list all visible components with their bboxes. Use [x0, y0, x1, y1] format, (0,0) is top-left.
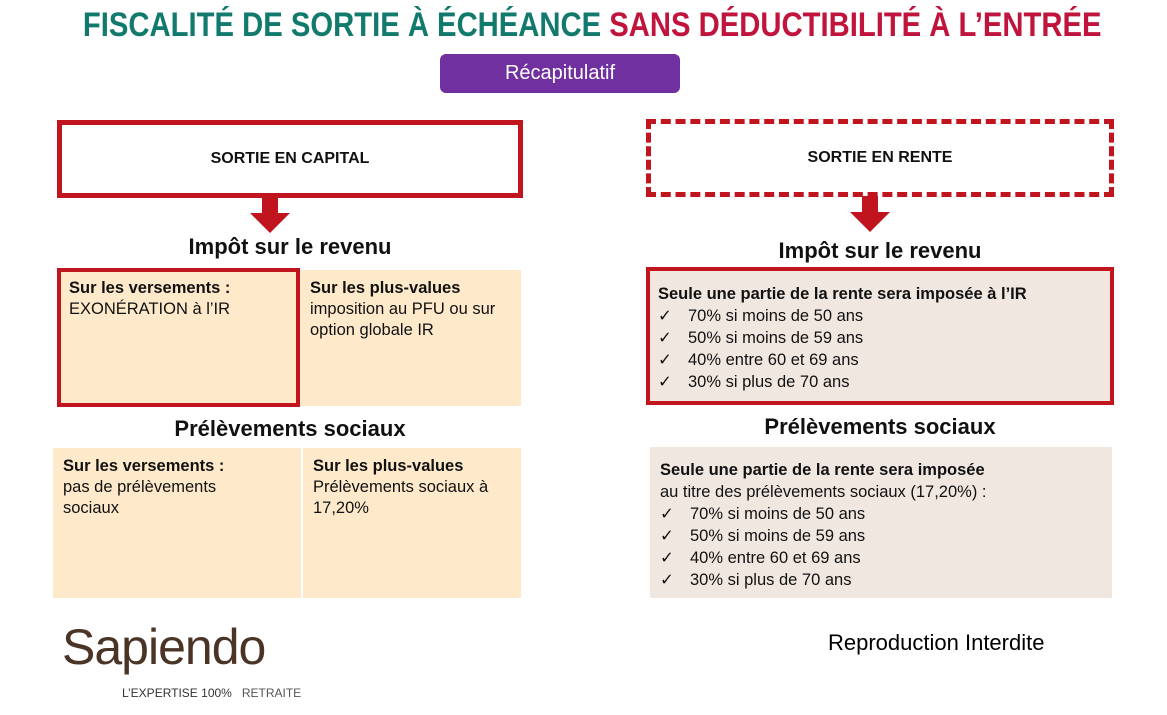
slide-title: FISCALITÉ DE SORTIE À ÉCHÉANCE SANS DÉDU… [0, 6, 1167, 45]
list-item: ✓ 70% si moins de 50 ans [658, 305, 1102, 327]
logo-wordmark: Sapiendo [62, 619, 266, 675]
sapiendo-logo: Sapiendo L’EXPERTISE 100% RETRAITE [60, 618, 301, 708]
item-text: 70% si moins de 50 ans [690, 505, 866, 523]
list-item: ✓ 50% si moins de 59 ans [660, 525, 1102, 547]
list-item: ✓ 70% si moins de 50 ans [660, 503, 1102, 525]
item-text: 40% entre 60 et 69 ans [690, 549, 861, 567]
cell-body: EXONÉRATION à l’IR [69, 300, 231, 318]
right-ps-box: Seule une partie de la rente sera imposé… [650, 447, 1112, 598]
item-text: 30% si plus de 70 ans [690, 571, 852, 589]
arrow-down-icon [250, 197, 290, 233]
left-ps-cell-plus-values: Sur les plus-values Prélèvements sociaux … [303, 448, 521, 598]
left-ps-cell-versements: Sur les versements : pas de prélèvements … [53, 448, 301, 598]
capital-header: SORTIE EN CAPITAL [210, 150, 370, 167]
cell-body: imposition au PFU ou sur option globale … [310, 300, 496, 339]
list-item: ✓ 50% si moins de 59 ans [658, 327, 1102, 349]
list-item: ✓ 30% si plus de 70 ans [658, 371, 1102, 393]
box-heading: Seule une partie de la rente sera imposé… [658, 285, 1027, 303]
list-item: ✓ 40% entre 60 et 69 ans [658, 349, 1102, 371]
logo-tagline: L’EXPERTISE 100% RETRAITE [122, 686, 301, 700]
cell-heading: Sur les versements : [63, 457, 225, 475]
cell-heading: Sur les versements : [69, 279, 231, 297]
left-ir-cell-versements: Sur les versements : EXONÉRATION à l’IR [57, 268, 300, 407]
item-text: 50% si moins de 59 ans [688, 329, 864, 347]
item-text: 40% entre 60 et 69 ans [688, 351, 859, 369]
tagline-1: L’EXPERTISE 100% [122, 686, 232, 700]
rente-header-box: SORTIE EN RENTE [646, 119, 1114, 197]
check-icon: ✓ [658, 329, 672, 347]
right-ir-box: Seule une partie de la rente sera imposé… [646, 267, 1114, 405]
list-item: ✓ 40% entre 60 et 69 ans [660, 547, 1102, 569]
recap-badge: Récapitulatif [440, 54, 680, 93]
right-ps-title: Prélèvements sociaux [764, 414, 996, 439]
cell-body: pas de prélèvements sociaux [63, 478, 217, 517]
arrow-down-icon [850, 196, 890, 232]
left-ps-title: Prélèvements sociaux [174, 416, 406, 441]
capital-header-box: SORTIE EN CAPITAL [57, 120, 523, 198]
check-icon: ✓ [658, 307, 672, 325]
box-subheading: au titre des prélèvements sociaux (17,20… [660, 483, 987, 501]
rente-header: SORTIE EN RENTE [807, 149, 953, 166]
item-text: 30% si plus de 70 ans [688, 373, 850, 391]
check-icon: ✓ [660, 571, 674, 589]
cell-heading: Sur les plus-values [313, 457, 464, 475]
check-icon: ✓ [660, 527, 674, 545]
cell-heading: Sur les plus-values [310, 279, 461, 297]
box-heading: Seule une partie de la rente sera imposé… [660, 461, 985, 479]
left-ir-cell-plus-values: Sur les plus-values imposition au PFU ou … [300, 270, 521, 406]
check-icon: ✓ [658, 351, 672, 369]
right-ir-title: Impôt sur le revenu [778, 238, 982, 263]
list-item: ✓ 30% si plus de 70 ans [660, 569, 1102, 591]
item-text: 70% si moins de 50 ans [688, 307, 864, 325]
check-icon: ✓ [658, 373, 672, 391]
check-icon: ✓ [660, 549, 674, 567]
cell-body: Prélèvements sociaux à 17,20% [313, 478, 489, 517]
title-part-1: FISCALITÉ DE SORTIE À ÉCHÉANCE [82, 6, 602, 44]
item-text: 50% si moins de 59 ans [690, 527, 866, 545]
check-icon: ✓ [660, 505, 674, 523]
footer-notice: Reproduction Interdite [828, 630, 1045, 655]
title-part-2: SANS DÉDUCTIBILITÉ À L’ENTRÉE [609, 6, 1102, 44]
tagline-2: RETRAITE [241, 686, 302, 700]
left-ir-title: Impôt sur le revenu [188, 234, 392, 259]
